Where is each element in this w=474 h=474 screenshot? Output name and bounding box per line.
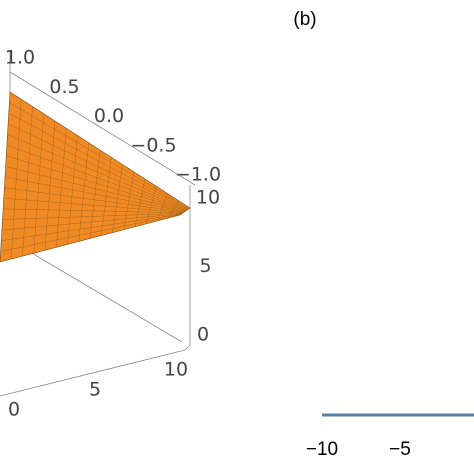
x-tick-label: −10 bbox=[306, 439, 338, 460]
box-edge bbox=[29, 251, 183, 343]
box-edge bbox=[9, 71, 196, 186]
y-tick-label: 0.0 bbox=[94, 105, 124, 127]
mesh-line bbox=[123, 171, 134, 230]
z-tick-label: 5 bbox=[199, 255, 211, 277]
mesh-line bbox=[0, 214, 181, 252]
box-edge bbox=[184, 344, 191, 351]
y-tick-label: −1.0 bbox=[175, 164, 221, 186]
mesh-line bbox=[112, 164, 123, 233]
mesh-line bbox=[3, 198, 184, 213]
y-tick-label: 1.0 bbox=[5, 47, 35, 69]
z-tick-label: 0 bbox=[197, 324, 209, 346]
mesh-line bbox=[1, 213, 182, 241]
axes-box bbox=[0, 50, 196, 397]
box-edge bbox=[0, 349, 186, 397]
mesh-line bbox=[134, 178, 146, 227]
panel-label: (b) bbox=[293, 9, 316, 30]
mesh-line bbox=[146, 186, 157, 224]
mesh-line bbox=[2, 213, 183, 220]
surface bbox=[0, 91, 191, 263]
z-tick-label: 10 bbox=[196, 187, 220, 209]
x-tick-label: 5 bbox=[89, 379, 101, 401]
mesh-line bbox=[101, 157, 112, 236]
mesh-line bbox=[157, 193, 168, 221]
y-tick-label: −0.5 bbox=[130, 134, 176, 156]
mesh-line bbox=[4, 187, 185, 213]
x-tick-label: 0 bbox=[8, 399, 20, 421]
mesh-line bbox=[4, 176, 186, 212]
mesh-line bbox=[1, 213, 182, 231]
x-tick-label: −5 bbox=[389, 439, 411, 460]
y-tick-label: 0.5 bbox=[49, 76, 79, 98]
x-tick-label: 10 bbox=[164, 359, 188, 381]
mesh-line bbox=[168, 200, 179, 219]
mesh-line bbox=[3, 208, 184, 214]
